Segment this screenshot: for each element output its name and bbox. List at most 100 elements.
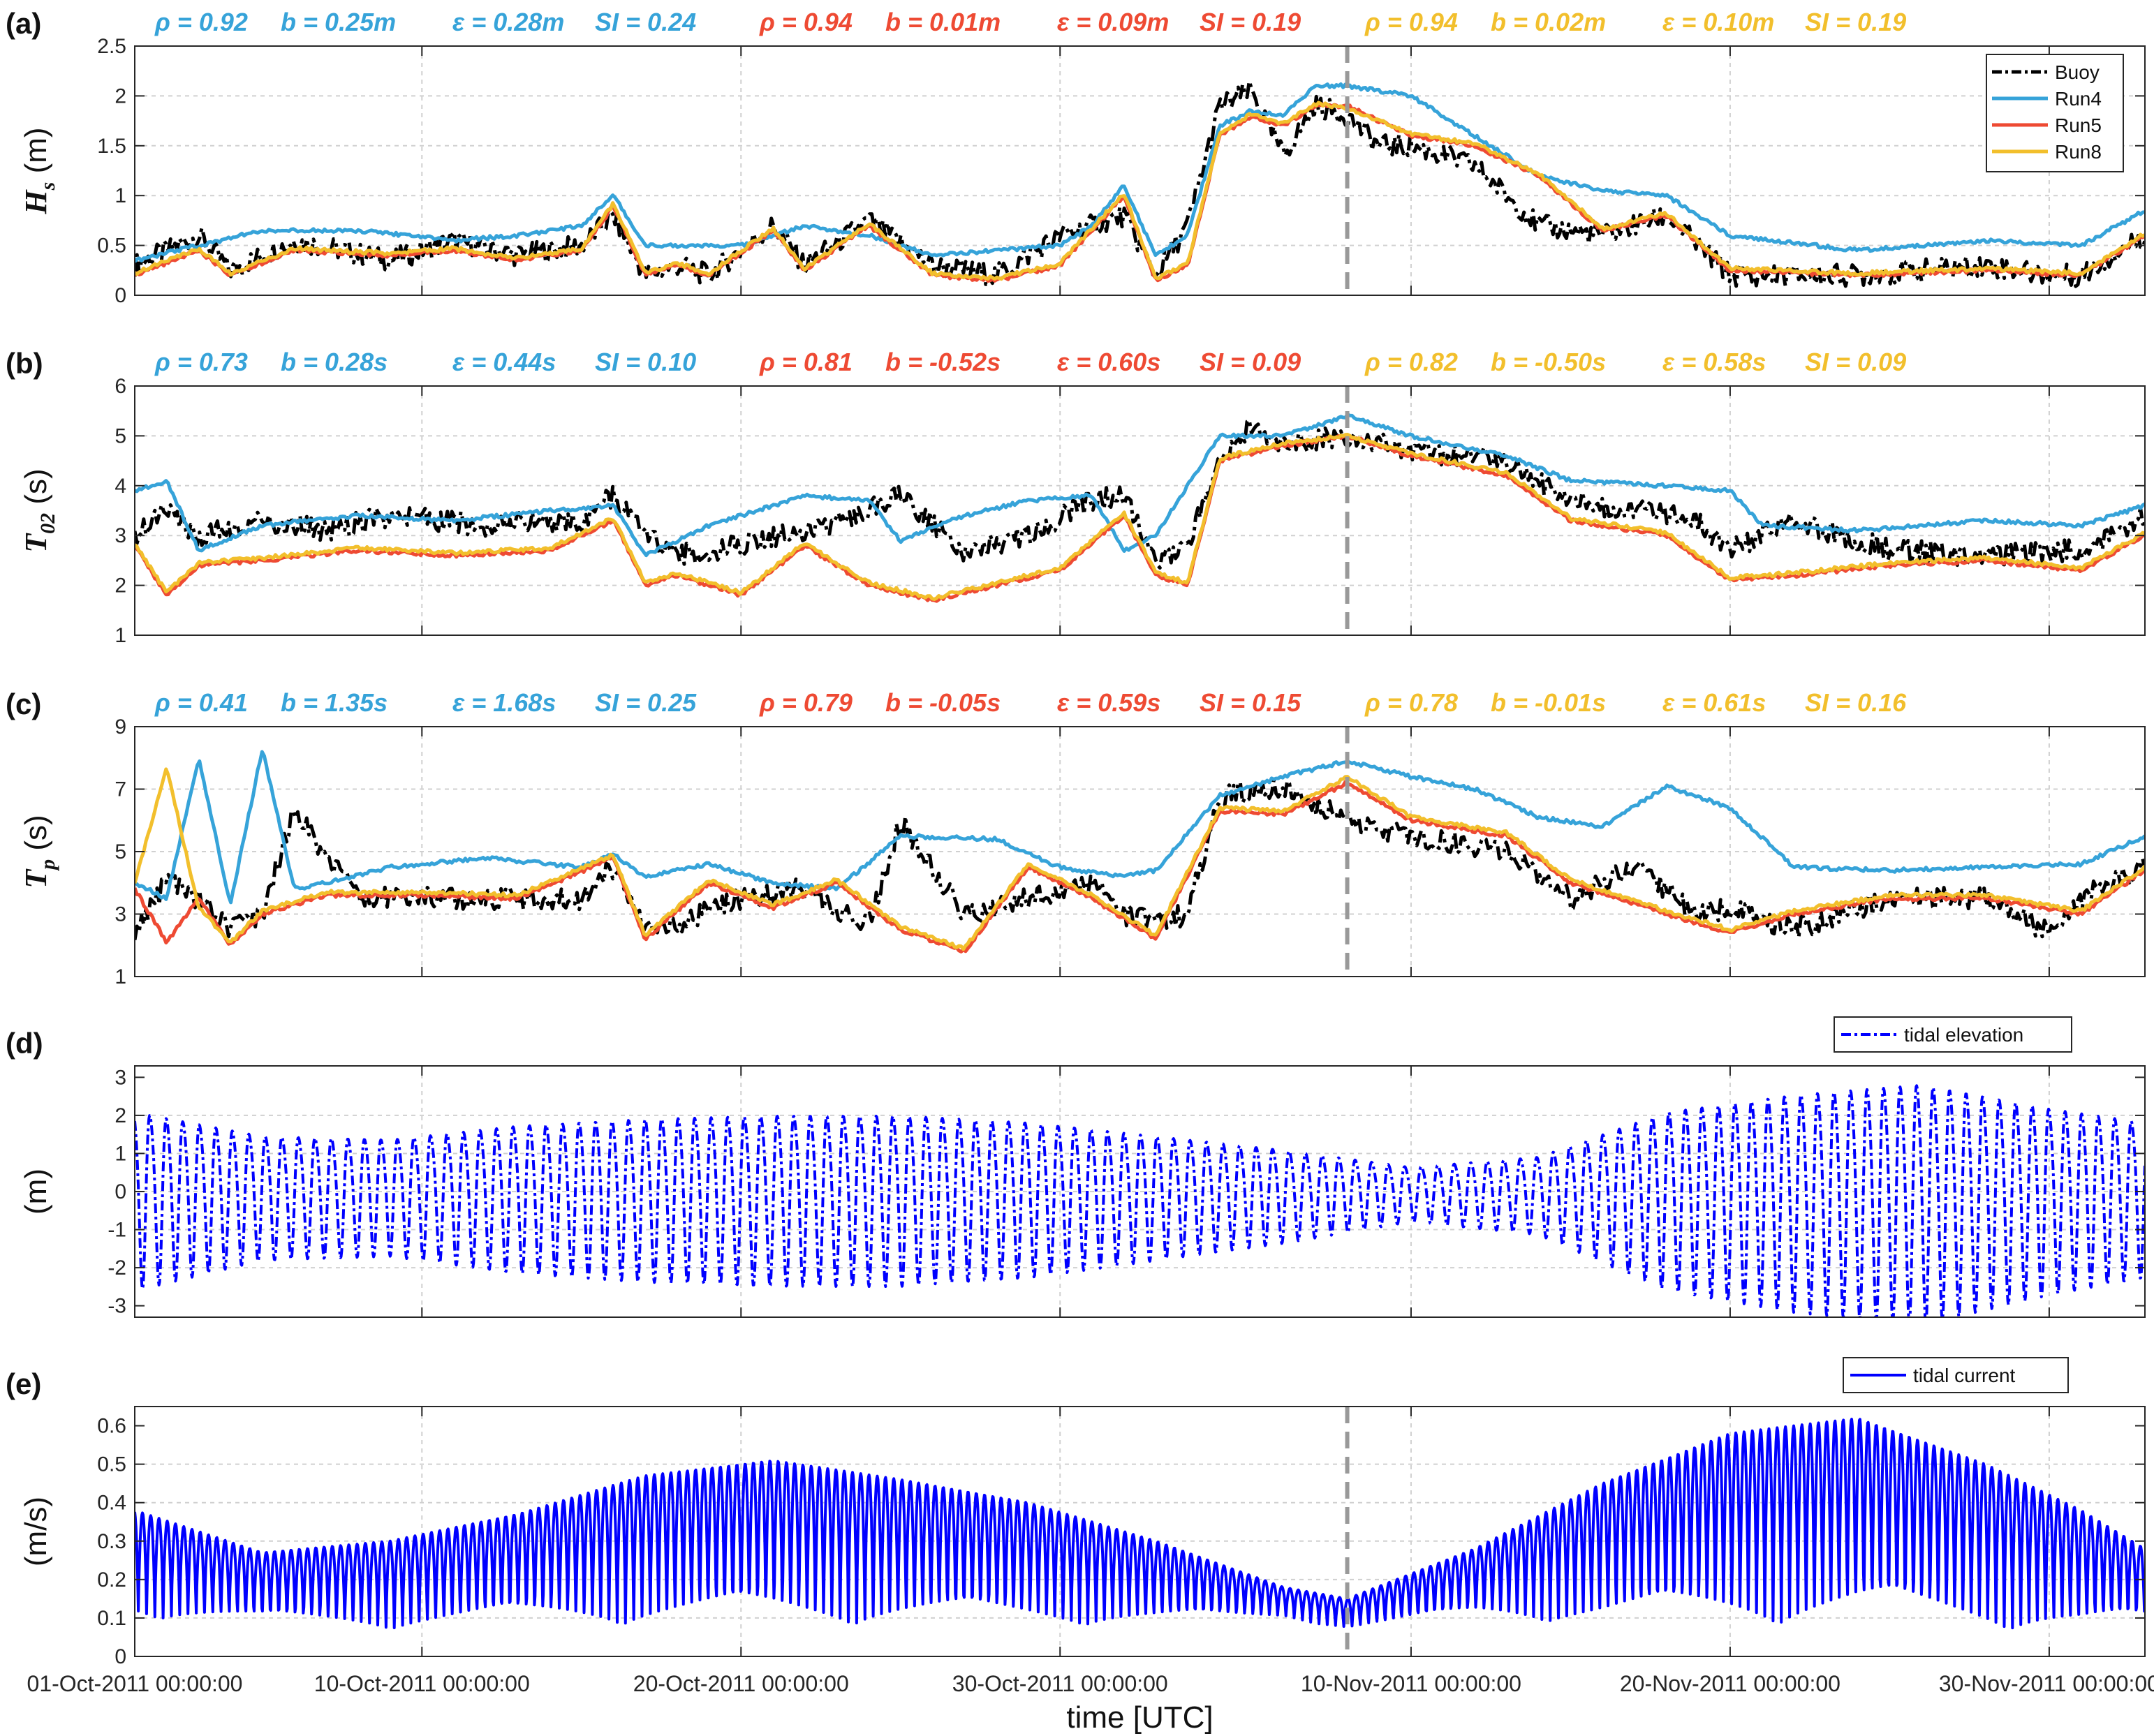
axes-box: [134, 45, 2146, 296]
y-tick-label: 6: [115, 375, 126, 398]
y-tick-label: 0.4: [97, 1492, 126, 1515]
stat-run8: SI = 0.16: [1805, 688, 1907, 717]
y-tick-label: 2: [115, 574, 126, 598]
panel-label: (d): [6, 1027, 43, 1060]
stat-run8: ρ = 0.78: [1364, 688, 1458, 717]
series-run8: [135, 433, 2145, 601]
stat-run4: b = 1.35s: [281, 688, 388, 717]
x-axis-label: time [UTC]: [1066, 1700, 1213, 1735]
y-tick-label: 0.1: [97, 1607, 126, 1630]
stat-run4: ρ = 0.41: [154, 688, 248, 717]
panel-label: (a): [6, 7, 41, 40]
y-tick-label: 9: [115, 715, 126, 739]
y-axis-label: Hs (m): [19, 127, 59, 214]
panel-label: (c): [6, 688, 41, 720]
y-axis-label: T02 (s): [19, 468, 59, 552]
legend: tidal elevation: [1834, 1016, 2072, 1053]
y-tick-label: 0: [115, 1645, 126, 1668]
plot-area: [135, 1418, 2145, 1630]
legend-label: Run4: [2055, 88, 2102, 110]
y-tick-label: 0.6: [97, 1415, 126, 1438]
legend: tidal current: [1843, 1357, 2069, 1393]
panel-label: (b): [6, 347, 43, 380]
y-tick-label: 1.5: [97, 135, 126, 158]
stat-run5: b = 0.01m: [885, 8, 1001, 36]
series-tidal-current: [135, 1418, 2145, 1630]
x-tick-label: 30-Nov-2011 00:00:00: [1939, 1671, 2154, 1696]
stat-run5: ε = 0.09m: [1057, 8, 1169, 36]
stat-run8: b = -0.01s: [1491, 688, 1606, 717]
series-run5: [135, 102, 2145, 283]
plot-area: [135, 750, 2145, 954]
y-tick-label: 3: [115, 524, 126, 547]
panel-hs: 0 0.5 1 1.5 2 2.5 (a) Hs (m) ρ = 0.92 b = 0.25m ε …: [6, 7, 2146, 307]
legend: Buoy Run4 Run5 Run8: [1986, 54, 2124, 172]
stat-run8: b = 0.02m: [1491, 8, 1606, 36]
panel-label: (e): [6, 1367, 41, 1400]
legend-label: Run5: [2055, 114, 2102, 136]
y-tick-label: 2.5: [97, 35, 126, 58]
legend-label: Buoy: [2055, 61, 2100, 83]
stat-run4: b = 0.28s: [281, 348, 388, 376]
stat-run8: SI = 0.09: [1805, 348, 1906, 376]
x-tick-label: 30-Oct-2011 00:00:00: [952, 1671, 1168, 1696]
x-tick-label: 20-Nov-2011 00:00:00: [1620, 1671, 1841, 1696]
stat-run4: ε = 1.68s: [452, 688, 556, 717]
legend-label: tidal elevation: [1904, 1024, 2023, 1046]
stat-run4: SI = 0.25: [595, 688, 697, 717]
series-run5: [135, 780, 2145, 954]
y-tick-label: 0: [115, 284, 126, 307]
series-buoy: [135, 79, 2145, 288]
axes-box: [134, 726, 2146, 977]
stat-run8: b = -0.50s: [1491, 348, 1606, 376]
y-tick-label: 2: [115, 1104, 126, 1127]
y-axis-label: Tp (s): [19, 815, 59, 888]
y-tick-label: 1: [115, 184, 126, 207]
series-buoy: [135, 418, 2145, 570]
stat-run4: ε = 0.28m: [452, 8, 564, 36]
x-tick-label: 10-Nov-2011 00:00:00: [1301, 1671, 1521, 1696]
x-tick-label: 10-Oct-2011 00:00:00: [314, 1671, 530, 1696]
series-run8: [135, 767, 2145, 951]
stat-run5: b = -0.05s: [885, 688, 1001, 717]
legend-label: tidal current: [1913, 1365, 2016, 1386]
stat-run8: SI = 0.19: [1805, 8, 1906, 36]
stat-run5: SI = 0.19: [1200, 8, 1301, 36]
y-tick-label: -1: [108, 1219, 126, 1242]
y-tick-label: -2: [108, 1256, 126, 1279]
stat-run5: ε = 0.59s: [1057, 688, 1160, 717]
stat-run5: SI = 0.15: [1200, 688, 1301, 717]
panel-tidal-current: 0 0.1 0.2 0.3 0.4 0.5 0.6 (e) (m/s) tidal current…: [6, 1357, 2154, 1735]
stat-run5: ρ = 0.94: [759, 8, 853, 36]
y-axis-label: (m/s): [19, 1497, 53, 1566]
stat-run4: b = 0.25m: [281, 8, 396, 36]
stat-run4: SI = 0.24: [595, 8, 696, 36]
y-tick-label: -3: [108, 1295, 126, 1318]
stat-run5: ε = 0.60s: [1057, 348, 1160, 376]
panel-t02: 1 2 3 4 5 6 (b) T02 (s) ρ = 0.73 b = 0.28s ε = 0.4…: [6, 347, 2146, 647]
series-buoy: [135, 778, 2145, 941]
plot-area: [135, 79, 2145, 288]
axes-box: [134, 385, 2146, 636]
y-tick-label: 1: [115, 624, 126, 647]
plot-area: [135, 413, 2145, 603]
y-tick-label: 0.5: [97, 235, 126, 258]
panel-tidal-elevation: -3 -2 -1 0 1 2 3 (d) (m) tidal elevation: [6, 1016, 2146, 1318]
stat-run5: b = -0.52s: [885, 348, 1001, 376]
y-tick-label: 1: [115, 965, 126, 988]
y-tick-label: 0: [115, 1180, 126, 1203]
y-tick-label: 5: [115, 840, 126, 863]
y-tick-label: 0.5: [97, 1453, 126, 1476]
series-tidal-elevation: [135, 1084, 2145, 1317]
stat-run8: ρ = 0.82: [1364, 348, 1458, 376]
y-tick-label: 5: [115, 424, 126, 447]
y-tick-label: 7: [115, 778, 126, 801]
stat-run5: ρ = 0.81: [759, 348, 853, 376]
y-tick-label: 0.3: [97, 1530, 126, 1553]
stat-run4: ρ = 0.92: [154, 8, 248, 36]
stat-run4: ε = 0.44s: [452, 348, 556, 376]
y-tick-label: 2: [115, 84, 126, 107]
panel-tp: 1 3 5 7 9 (c) Tp (s) ρ = 0.41 b = 1.35s ε = 1.68s…: [6, 688, 2146, 988]
stat-run8: ε = 0.58s: [1662, 348, 1766, 376]
y-tick-label: 1: [115, 1142, 126, 1165]
